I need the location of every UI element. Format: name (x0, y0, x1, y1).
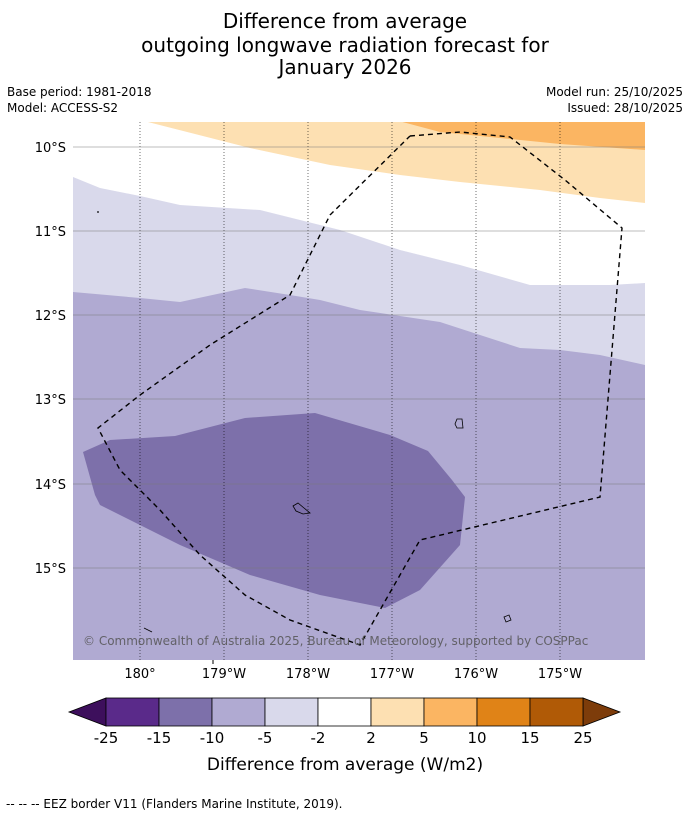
anomaly-band-5-to-10 (402, 122, 645, 150)
colorbar-tick-label: 25 (573, 729, 592, 747)
anomaly-band-2-to-5 (147, 122, 645, 203)
anomaly-area-minus-15-to-minus-10 (83, 413, 465, 608)
lat-label-13s: 13°S (35, 393, 66, 408)
colorbar-box (529, 697, 584, 727)
colorbar-extend-low (67, 697, 107, 727)
lon-label-176w: 176°W (454, 667, 498, 682)
colorbar-title: Difference from average (W/m2) (207, 755, 483, 775)
island-southwest (143, 627, 153, 633)
lon-label-175w: 175°W (538, 667, 582, 682)
colorbar-box (370, 697, 425, 727)
colorbar-box (476, 697, 531, 727)
lon-label-180: 180° (124, 667, 155, 682)
colorbar-box (105, 697, 160, 727)
colorbar-box (264, 697, 319, 727)
issued-date: Issued: 28/10/2025 (567, 101, 683, 115)
title-line-3: January 2026 (278, 55, 412, 79)
lon-label-177w: 177°W (370, 667, 414, 682)
colorbar-box (423, 697, 478, 727)
colorbar-extend-high (582, 697, 622, 727)
colorbar-box (211, 697, 266, 727)
island-wallis-futuna (292, 502, 311, 515)
lon-label-179w: 179°W (202, 667, 246, 682)
colorbar: -25 -15 -10 -5 -2 2 5 10 15 25 (67, 697, 622, 747)
colorbar-tick-label: 2 (366, 729, 376, 747)
colorbar-tick-label: 15 (520, 729, 539, 747)
island-south (503, 614, 512, 623)
colorbar-box (158, 697, 213, 727)
colorbar-tick-label: -10 (200, 729, 225, 747)
island-east (454, 418, 464, 429)
latitude-labels: 10°S 11°S 12°S 13°S 14°S 15°S (35, 141, 66, 577)
lat-label-15s: 15°S (35, 562, 66, 577)
copyright-notice: © Commonwealth of Australia 2025, Bureau… (83, 634, 588, 648)
base-period: Base period: 1981-2018 (7, 85, 152, 99)
colorbar-tick-label: -15 (147, 729, 172, 747)
model-run: Model run: 25/10/2025 (545, 85, 683, 99)
lat-label-14s: 14°S (35, 478, 66, 493)
island-northwest (97, 211, 99, 213)
map-panel: © Commonwealth of Australia 2025, Bureau… (73, 122, 645, 660)
title-line-2: outgoing longwave radiation forecast for (141, 33, 549, 57)
latitude-lines (73, 146, 645, 569)
title-line-1: Difference from average (222, 9, 468, 33)
colorbar-tick-label: 5 (419, 729, 429, 747)
longitude-labels: 180° 179°W 178°W 177°W 176°W 175°W (124, 660, 582, 682)
colorbar-tick-label: -5 (258, 729, 273, 747)
colorbar-tick-label: -25 (94, 729, 119, 747)
colorbar-tick-label: -2 (311, 729, 326, 747)
lon-label-178w: 178°W (286, 667, 330, 682)
lat-label-10s: 10°S (35, 141, 66, 156)
lat-label-12s: 12°S (35, 309, 66, 324)
lat-label-11s: 11°S (35, 225, 66, 240)
colorbar-tick-label: 10 (467, 729, 486, 747)
eez-footnote: -- -- -- EEZ border V11 (Flanders Marine… (6, 797, 343, 811)
eez-border (97, 131, 623, 646)
model-name: Model: ACCESS-S2 (7, 101, 119, 115)
colorbar-box (317, 697, 372, 727)
